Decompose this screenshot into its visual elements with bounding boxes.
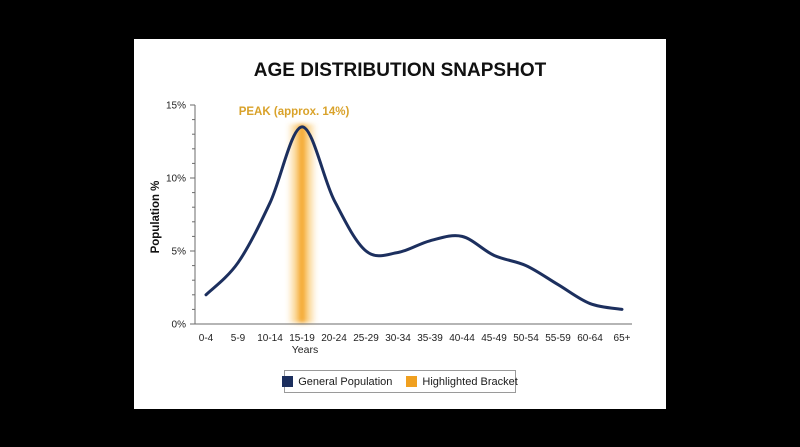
highlight-bracket-group: [287, 123, 317, 324]
legend-swatch-navy: [282, 376, 294, 387]
legend-item-highlighted-bracket: Highlighted Bracket: [406, 375, 518, 388]
y-tick-label: 5%: [172, 247, 187, 258]
x-tick-label: 5-9: [231, 333, 246, 344]
y-axis-label: Population %: [150, 181, 162, 254]
x-tick-label: 65+: [614, 333, 631, 344]
x-tick-label: 40-44: [449, 333, 475, 344]
y-tick-label: 0%: [172, 320, 187, 331]
highlight-bracket-bar: [287, 123, 317, 324]
chart-title: AGE DISTRIBUTION SNAPSHOT: [254, 60, 547, 81]
x-tick-label: 35-39: [417, 333, 443, 344]
legend-label-general-population: General Population: [298, 375, 393, 388]
x-tick-label: 15-19: [289, 333, 315, 344]
x-tick-label: 10-14: [257, 333, 283, 344]
peak-annotation: PEAK (approx. 14%): [239, 106, 350, 118]
chart-legend: General Population Highlighted Bracket: [282, 370, 518, 393]
chart-card: AGE DISTRIBUTION SNAPSHOT Population % Y…: [134, 39, 666, 409]
x-tick-label: 20-24: [321, 333, 347, 344]
x-tick-label: 25-29: [353, 333, 379, 344]
x-tick-label: 60-64: [577, 333, 603, 344]
x-tick-label: 30-34: [385, 333, 411, 344]
x-tick-label: 55-59: [545, 333, 571, 344]
y-tick-label: 15%: [166, 101, 186, 112]
legend-label-highlighted-bracket: Highlighted Bracket: [422, 375, 518, 388]
legend-swatch-orange: [406, 376, 418, 387]
legend-item-general-population: General Population: [282, 376, 392, 388]
x-tick-label: 45-49: [481, 333, 507, 344]
y-tick-label: 10%: [166, 174, 186, 185]
age-distribution-chart: AGE DISTRIBUTION SNAPSHOT Population % Y…: [150, 60, 632, 356]
x-tick-label: 0-4: [199, 333, 214, 344]
x-tick-label: 50-54: [513, 333, 539, 344]
series-line-general-population: [204, 125, 624, 311]
x-axis-label: Years: [292, 344, 318, 356]
